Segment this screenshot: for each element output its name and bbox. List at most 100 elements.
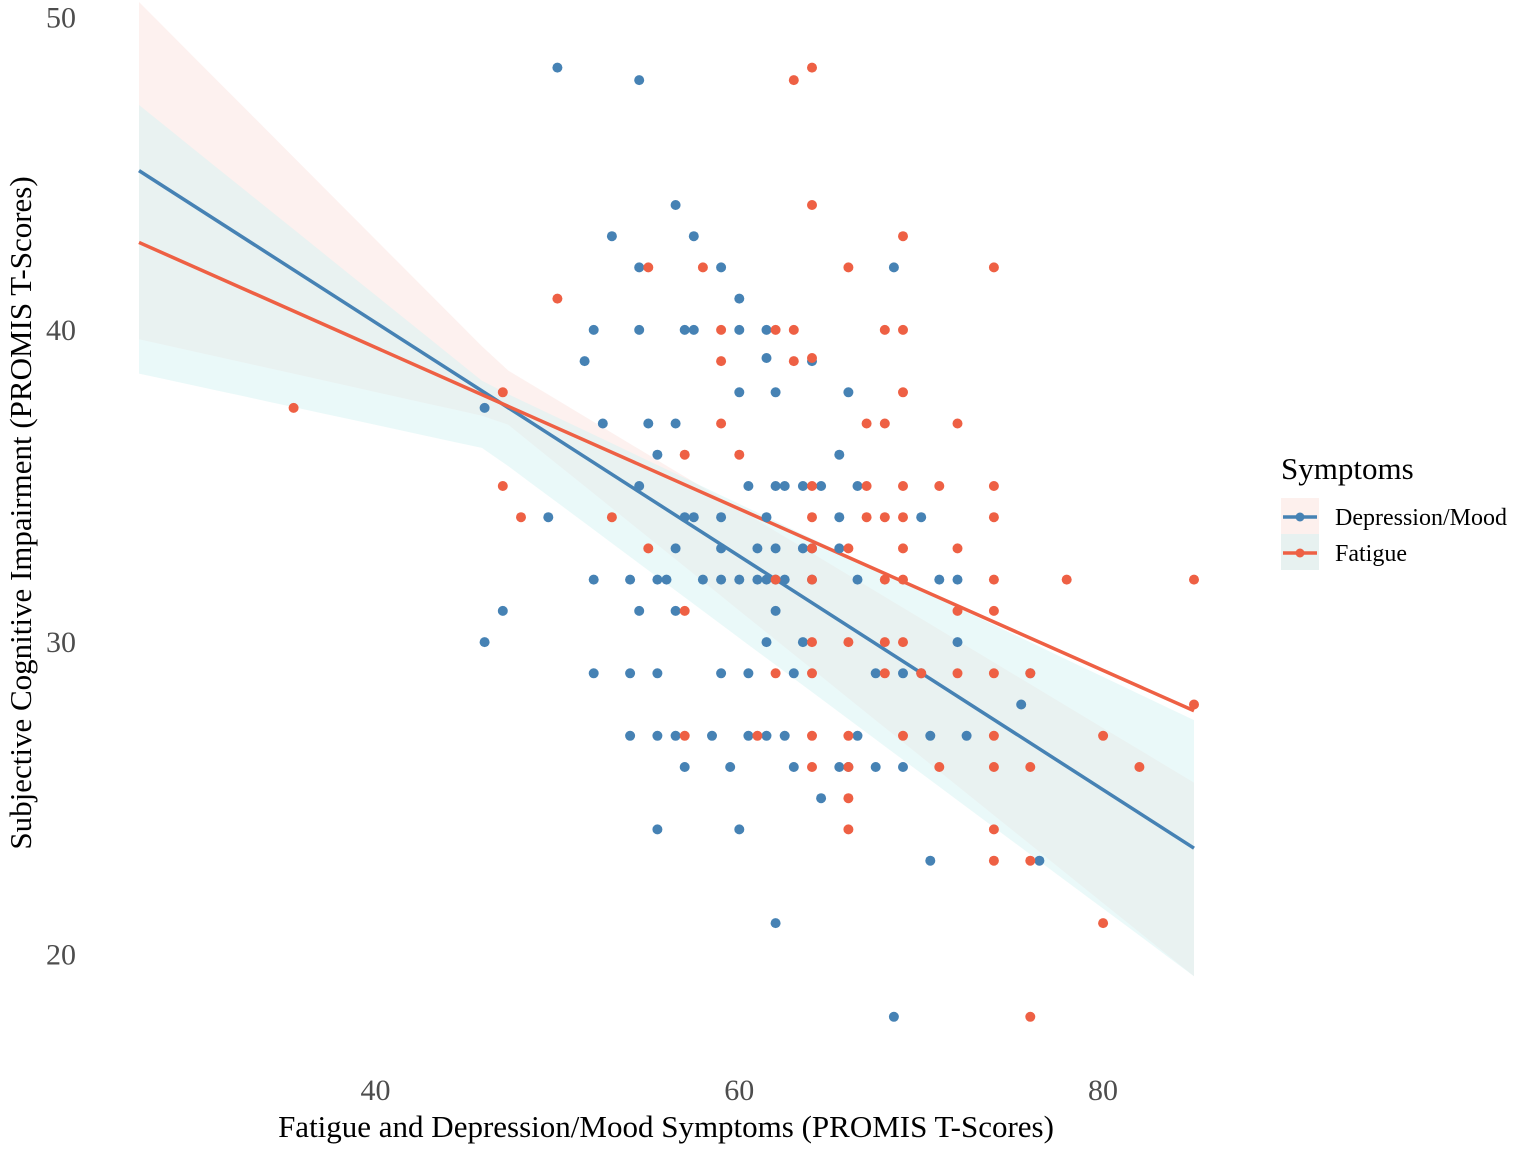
point-depression-88 — [779, 730, 790, 741]
point-fatigue-33 — [606, 512, 617, 523]
point-fatigue-30 — [934, 481, 945, 491]
point-depression-2 — [670, 200, 681, 210]
y-tick-label-50: 50 — [46, 2, 76, 35]
point-depression-29 — [770, 481, 781, 491]
legend: Symptoms Depression/Mood Fatigue — [1281, 451, 1507, 570]
point-depression-94 — [788, 762, 799, 772]
point-depression-98 — [898, 762, 908, 772]
point-depression-83 — [652, 730, 663, 741]
fit-line-fatigue — [138, 240, 1195, 713]
point-depression-71 — [588, 668, 599, 679]
point-fatigue-6 — [843, 262, 854, 273]
point-depression-95 — [834, 762, 845, 772]
point-fatigue-19 — [288, 402, 299, 413]
point-depression-14 — [761, 324, 772, 335]
y-tick-label-40: 40 — [46, 314, 76, 347]
point-depression-19 — [770, 387, 781, 398]
point-depression-47 — [834, 543, 845, 554]
point-depression-100 — [652, 824, 663, 835]
point-fatigue-70 — [898, 730, 908, 741]
legend-title: Symptoms — [1281, 451, 1414, 486]
point-fatigue-27 — [807, 481, 817, 491]
point-depression-81 — [1016, 699, 1027, 710]
point-fatigue-32 — [516, 512, 526, 523]
point-depression-54 — [734, 574, 745, 585]
point-fatigue-36 — [879, 512, 890, 523]
point-fatigue-80 — [843, 824, 854, 835]
point-depression-20 — [843, 387, 854, 398]
x-tick-label-40: 40 — [360, 1074, 390, 1107]
point-depression-5 — [634, 262, 645, 273]
point-fatigue-71 — [988, 730, 999, 741]
point-depression-87 — [761, 730, 772, 741]
point-fatigue-51 — [679, 605, 690, 616]
point-depression-25 — [652, 449, 663, 460]
point-fatigue-65 — [1189, 699, 1199, 710]
point-depression-30 — [779, 481, 790, 491]
point-fatigue-55 — [843, 637, 854, 648]
point-depression-66 — [770, 605, 781, 616]
x-tick-label-60: 60 — [724, 1074, 754, 1107]
point-depression-91 — [961, 730, 972, 741]
point-depression-44 — [770, 543, 781, 554]
point-depression-4 — [688, 231, 699, 242]
point-depression-50 — [652, 574, 663, 585]
point-depression-69 — [797, 637, 808, 648]
point-depression-104 — [770, 918, 781, 929]
point-depression-33 — [852, 481, 863, 491]
point-fatigue-13 — [898, 324, 908, 335]
point-depression-99 — [816, 793, 827, 804]
point-fatigue-26 — [497, 481, 508, 491]
point-depression-32 — [816, 481, 827, 491]
point-depression-68 — [761, 637, 772, 648]
point-depression-56 — [761, 574, 772, 585]
point-depression-45 — [797, 543, 808, 554]
confidence-bands — [139, 2, 1194, 977]
point-depression-10 — [634, 324, 645, 335]
point-fatigue-23 — [952, 418, 963, 429]
point-depression-1 — [634, 75, 645, 86]
point-fatigue-44 — [770, 574, 781, 585]
point-depression-73 — [652, 668, 663, 679]
legend-key-point-depression — [1295, 512, 1305, 522]
confidence-band-depression — [139, 105, 1194, 977]
point-fatigue-31 — [988, 481, 999, 491]
point-fatigue-22 — [879, 418, 890, 429]
point-depression-13 — [734, 324, 745, 335]
point-fatigue-35 — [861, 512, 872, 523]
point-depression-67 — [479, 637, 490, 648]
point-fatigue-57 — [898, 637, 908, 648]
point-depression-6 — [716, 262, 727, 273]
point-fatigue-61 — [916, 668, 927, 679]
point-depression-52 — [697, 574, 708, 585]
point-fatigue-7 — [988, 262, 999, 273]
data-points — [288, 62, 1199, 1022]
point-depression-8 — [734, 293, 745, 304]
legend-label-depression: Depression/Mood — [1335, 505, 1507, 531]
point-depression-60 — [852, 574, 863, 585]
point-fatigue-38 — [988, 512, 999, 523]
point-fatigue-85 — [1025, 1011, 1036, 1022]
point-fatigue-54 — [807, 637, 817, 648]
point-fatigue-60 — [879, 668, 890, 679]
point-depression-70 — [952, 637, 963, 648]
legend-label-fatigue: Fatigue — [1335, 541, 1407, 567]
point-depression-77 — [870, 668, 881, 679]
point-fatigue-68 — [807, 730, 817, 741]
point-depression-86 — [743, 730, 754, 741]
point-fatigue-11 — [788, 324, 799, 335]
point-depression-75 — [743, 668, 754, 679]
point-depression-76 — [788, 668, 799, 679]
point-depression-41 — [670, 543, 681, 554]
point-fatigue-74 — [843, 762, 854, 772]
point-fatigue-45 — [807, 574, 817, 585]
point-depression-23 — [643, 418, 654, 429]
point-depression-92 — [679, 762, 690, 772]
point-depression-93 — [725, 762, 736, 772]
point-fatigue-4 — [643, 262, 654, 273]
point-depression-3 — [606, 231, 617, 242]
point-depression-62 — [952, 574, 963, 585]
point-depression-51 — [661, 574, 672, 585]
point-depression-103 — [1034, 855, 1045, 866]
point-depression-63 — [497, 605, 508, 616]
